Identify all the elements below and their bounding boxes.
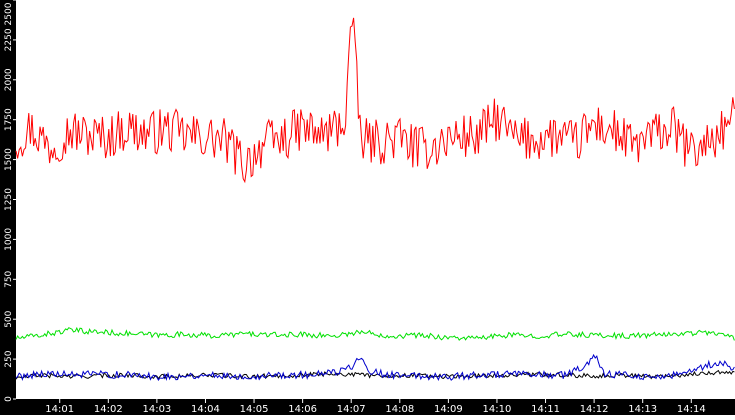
y-tick-label: 750	[4, 270, 14, 287]
x-tick-label: 14:12	[580, 404, 609, 415]
x-tick-label: 14:06	[288, 404, 317, 415]
bottom-axis-bar	[0, 399, 735, 415]
series-line	[15, 326, 735, 341]
y-tick-label: 2250	[4, 28, 14, 51]
x-tick-label: 14:11	[531, 404, 560, 415]
y-tick-label: 2000	[4, 68, 14, 91]
y-tick-label: 250	[4, 350, 14, 367]
y-tick-label: 1750	[4, 108, 14, 131]
x-tick-label: 14:09	[434, 404, 463, 415]
y-tick-label: 0	[4, 396, 14, 402]
y-tick-label: 1250	[4, 188, 14, 211]
x-tick-label: 14:04	[191, 404, 220, 415]
plot-area	[15, 17, 735, 382]
x-tick-label: 14:10	[483, 404, 512, 415]
y-tick-label: 1500	[4, 148, 14, 171]
x-tick-label: 14:03	[142, 404, 171, 415]
x-tick-label: 14:08	[385, 404, 414, 415]
x-axis: 14:01 14:02 14:03 14:04 14:05 14:06 14:07 14:08…	[45, 399, 706, 415]
x-tick-label: 14:01	[45, 404, 74, 415]
y-tick-label: 2500	[4, 2, 14, 25]
x-tick-label: 14:02	[94, 404, 123, 415]
x-tick-label: 14:05	[240, 404, 269, 415]
series-line	[15, 369, 735, 380]
series-line	[15, 353, 735, 382]
y-tick-label: 500	[4, 310, 14, 327]
x-tick-label: 14:13	[628, 404, 657, 415]
y-axis: 0 250 500 750 1000 1250 1500 1750 2000 2250 2500	[4, 0, 16, 402]
y-tick-label: 1000	[4, 228, 14, 251]
series-line	[15, 17, 735, 184]
x-tick-label: 14:14	[677, 404, 706, 415]
x-tick-label: 14:07	[337, 404, 366, 415]
left-axis-bar	[0, 0, 16, 415]
